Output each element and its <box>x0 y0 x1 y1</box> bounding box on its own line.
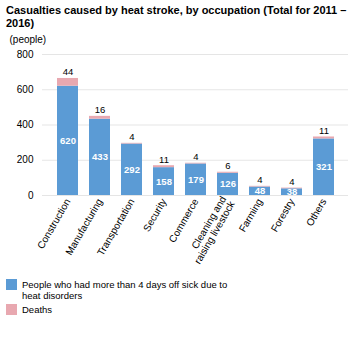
svg-text:158: 158 <box>156 176 172 187</box>
svg-text:400: 400 <box>17 119 34 130</box>
svg-text:600: 600 <box>17 84 34 95</box>
svg-text:48: 48 <box>255 185 266 196</box>
svg-text:Security: Security <box>141 197 169 234</box>
svg-text:620: 620 <box>60 135 76 146</box>
svg-text:Transportation: Transportation <box>95 197 137 258</box>
html-text:Casualties caused by heat stro: Casualties caused by heat stroke, by occ… <box>6 4 347 29</box>
svg-text:200: 200 <box>17 154 34 165</box>
svg-text:16: 16 <box>95 104 106 115</box>
svg-text:126: 126 <box>220 178 236 189</box>
svg-text:Others: Others <box>304 197 329 228</box>
svg-text:321: 321 <box>316 161 333 172</box>
svg-text:433: 433 <box>92 151 108 162</box>
svg-text:(people): (people) <box>10 34 47 45</box>
svg-text:Commerce: Commerce <box>166 196 201 245</box>
svg-text:0: 0 <box>28 190 34 201</box>
html-text:Deaths: Deaths <box>22 304 53 315</box>
svg-text:179: 179 <box>188 174 204 185</box>
svg-text:Cleaning andraising livestock: Cleaning andraising livestock <box>183 193 237 265</box>
svg-text:44: 44 <box>63 66 74 77</box>
svg-text:4: 4 <box>257 174 262 185</box>
svg-text:Construction: Construction <box>35 197 73 251</box>
svg-text:4: 4 <box>129 131 134 142</box>
svg-text:38: 38 <box>287 186 298 197</box>
svg-text:11: 11 <box>319 125 329 136</box>
svg-text:292: 292 <box>124 164 140 175</box>
svg-text:4: 4 <box>289 176 294 187</box>
svg-text:6: 6 <box>225 160 230 171</box>
svg-text:Manufacturing: Manufacturing <box>63 196 105 257</box>
svg-text:Farming: Farming <box>237 197 265 234</box>
html-text:People who had more than 4 day: People who had more than 4 days off sick… <box>22 279 228 301</box>
svg-text:Forestry: Forestry <box>269 197 297 234</box>
svg-text:4: 4 <box>193 151 198 162</box>
svg-text:11: 11 <box>159 154 169 165</box>
svg-text:800: 800 <box>17 49 34 60</box>
